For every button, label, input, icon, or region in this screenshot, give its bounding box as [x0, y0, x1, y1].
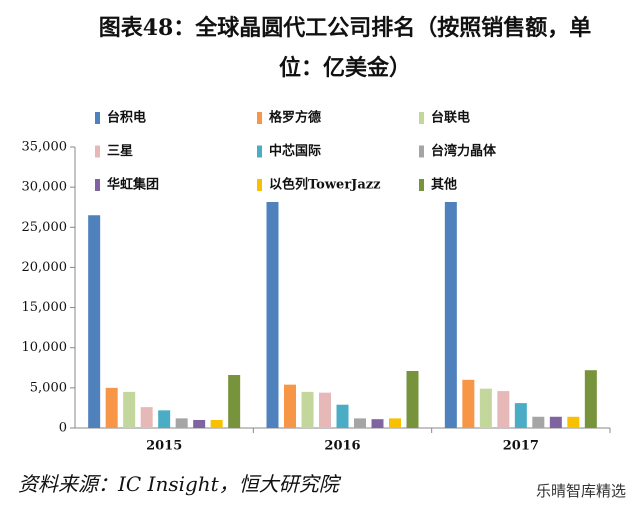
bar	[105, 387, 118, 428]
legend-swatch	[257, 179, 262, 191]
bar	[266, 191, 279, 428]
x-tick-label: 2017	[503, 439, 539, 454]
y-tick-label: 5,000	[30, 380, 67, 395]
bar	[175, 418, 188, 428]
y-tick-label: 10,000	[22, 340, 68, 355]
legend-label: 台积电	[107, 110, 146, 126]
legend-swatch	[419, 145, 424, 158]
bar	[284, 384, 296, 428]
legend-label: 中芯国际	[269, 143, 321, 159]
bar	[462, 379, 475, 428]
x-tick-label: 2015	[146, 439, 182, 454]
legend-label: 华虹集团	[107, 177, 159, 193]
y-tick-label: 25,000	[22, 220, 68, 235]
legend-swatch	[419, 179, 424, 191]
legend-label: 台联电	[431, 110, 470, 126]
legend-box	[82, 104, 532, 202]
legend-label: 其他	[431, 177, 457, 193]
source-note: 资料来源：IC Insight，恒大研究院	[18, 472, 339, 496]
bar	[371, 419, 384, 428]
bar	[336, 404, 349, 428]
bar	[88, 215, 101, 428]
bar	[584, 370, 597, 428]
bar	[158, 410, 171, 428]
bar	[497, 391, 510, 428]
y-tick-label: 15,000	[22, 300, 68, 315]
y-tick-label: 0	[59, 421, 67, 436]
x-tick-label: 2016	[324, 439, 360, 454]
bar	[228, 375, 241, 428]
bar	[319, 392, 331, 428]
legend-label: 格罗方德	[269, 110, 321, 126]
legend-swatch	[95, 112, 100, 124]
bar	[140, 407, 153, 428]
legend-label: 以色列TowerJazz	[269, 177, 381, 193]
y-tick-label: 35,000	[22, 140, 68, 155]
legend-swatch	[257, 145, 262, 158]
legend-swatch	[95, 179, 100, 191]
bar	[479, 388, 492, 428]
watermark: 乐晴智库精选	[535, 482, 626, 500]
bar	[406, 370, 419, 428]
legend-swatch	[419, 112, 424, 124]
bar	[514, 403, 527, 428]
legend-swatch	[257, 112, 262, 124]
bar	[123, 391, 136, 428]
bar	[210, 419, 223, 428]
bar	[444, 171, 457, 429]
bar	[354, 418, 366, 428]
legend-label: 三星	[107, 144, 133, 159]
legend-swatch	[95, 145, 100, 158]
bar	[389, 418, 401, 428]
bar	[549, 416, 562, 428]
y-tick-label: 20,000	[22, 260, 68, 275]
bar	[301, 391, 314, 428]
chart-title: 图表48：全球晶圆代工公司排名（按照销售额，单位：亿美金）	[98, 15, 592, 81]
y-tick-label: 30,000	[22, 180, 68, 195]
bar	[567, 416, 580, 428]
bar	[532, 416, 545, 428]
bar	[193, 419, 206, 428]
legend-label: 台湾力晶体	[431, 143, 497, 159]
